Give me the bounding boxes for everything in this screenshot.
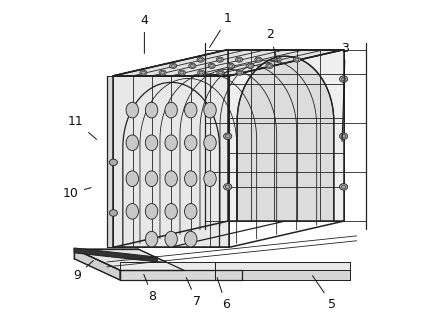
Ellipse shape	[145, 102, 157, 118]
Ellipse shape	[216, 70, 223, 75]
Text: 1: 1	[209, 12, 231, 47]
Text: 10: 10	[63, 187, 91, 200]
Ellipse shape	[159, 70, 166, 75]
Ellipse shape	[339, 184, 347, 190]
Ellipse shape	[339, 133, 347, 139]
Ellipse shape	[223, 133, 231, 139]
Text: 6: 6	[217, 278, 230, 311]
Polygon shape	[120, 262, 242, 270]
Polygon shape	[214, 270, 350, 280]
Text: 5: 5	[312, 276, 336, 311]
Ellipse shape	[165, 171, 177, 187]
Polygon shape	[113, 50, 343, 76]
Text: 8: 8	[144, 274, 156, 303]
Ellipse shape	[169, 63, 177, 69]
Ellipse shape	[126, 102, 138, 118]
Ellipse shape	[216, 57, 223, 62]
Polygon shape	[113, 50, 227, 247]
Ellipse shape	[145, 171, 157, 187]
Ellipse shape	[203, 102, 216, 118]
Ellipse shape	[339, 76, 347, 82]
Ellipse shape	[197, 70, 205, 75]
Polygon shape	[237, 56, 333, 221]
Polygon shape	[113, 76, 229, 247]
Ellipse shape	[126, 135, 138, 151]
Ellipse shape	[126, 171, 138, 187]
Ellipse shape	[265, 63, 272, 69]
Polygon shape	[74, 249, 183, 270]
Ellipse shape	[223, 184, 231, 190]
Text: 11: 11	[68, 115, 96, 139]
Ellipse shape	[139, 70, 147, 75]
Ellipse shape	[126, 203, 138, 219]
Ellipse shape	[165, 102, 177, 118]
Text: 2: 2	[265, 29, 277, 62]
Polygon shape	[74, 248, 157, 262]
Ellipse shape	[246, 63, 253, 69]
Polygon shape	[120, 270, 242, 280]
Polygon shape	[227, 50, 343, 221]
Polygon shape	[74, 249, 120, 280]
Ellipse shape	[273, 57, 281, 62]
Ellipse shape	[165, 231, 177, 247]
Text: 7: 7	[186, 277, 200, 308]
Ellipse shape	[184, 135, 197, 151]
Polygon shape	[214, 262, 350, 270]
Ellipse shape	[145, 203, 157, 219]
Ellipse shape	[184, 203, 197, 219]
Ellipse shape	[165, 203, 177, 219]
Ellipse shape	[188, 63, 195, 69]
Text: 9: 9	[73, 260, 93, 281]
Ellipse shape	[184, 102, 197, 118]
Ellipse shape	[208, 63, 215, 69]
Ellipse shape	[293, 57, 300, 62]
Ellipse shape	[178, 70, 185, 75]
Ellipse shape	[184, 231, 197, 247]
Ellipse shape	[235, 57, 242, 62]
Text: 4: 4	[140, 14, 148, 53]
Text: 3: 3	[340, 42, 348, 142]
Ellipse shape	[197, 57, 204, 62]
Ellipse shape	[145, 135, 157, 151]
Ellipse shape	[184, 171, 197, 187]
Ellipse shape	[236, 70, 243, 75]
Polygon shape	[106, 76, 113, 247]
Ellipse shape	[165, 135, 177, 151]
Ellipse shape	[145, 231, 157, 247]
Ellipse shape	[109, 159, 117, 166]
Ellipse shape	[109, 210, 117, 216]
Ellipse shape	[254, 57, 261, 62]
Ellipse shape	[203, 171, 216, 187]
Ellipse shape	[227, 63, 234, 69]
Ellipse shape	[203, 135, 216, 151]
